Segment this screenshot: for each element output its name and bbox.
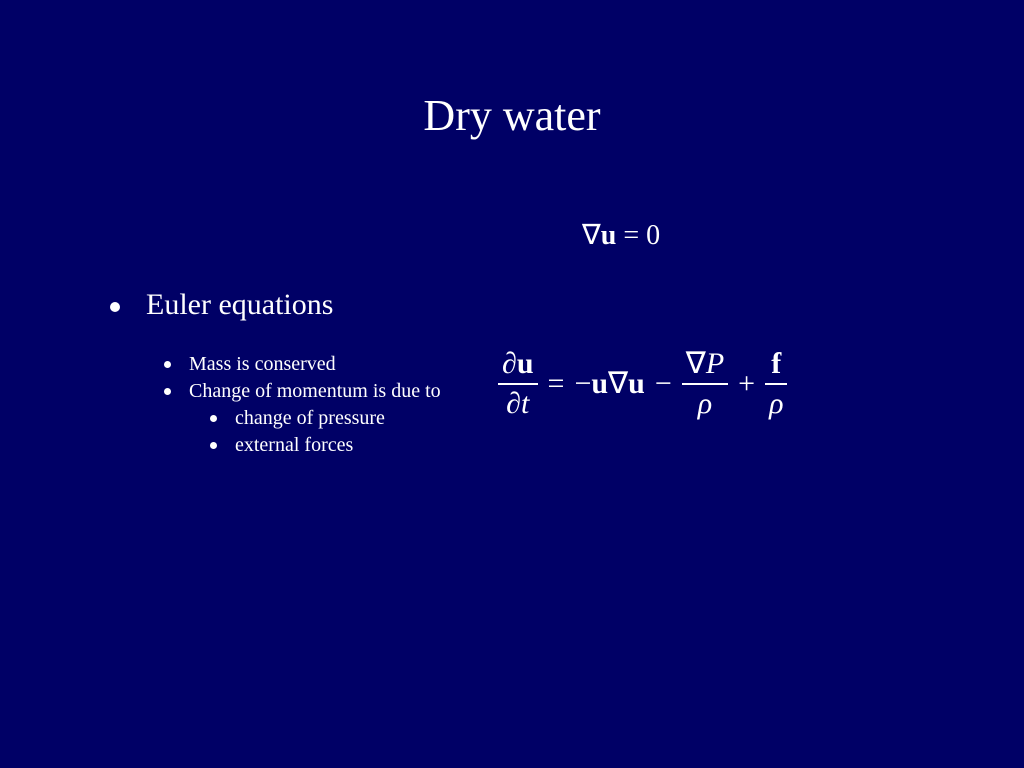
- bullet-dot-icon: [164, 388, 171, 395]
- fraction-bar-icon: [498, 383, 538, 385]
- fraction-bar-icon: [682, 383, 728, 385]
- equals-sign: =: [616, 220, 646, 251]
- fraction-bar-icon: [765, 383, 787, 385]
- numerator: f: [767, 348, 785, 380]
- bullet-level3-item: external forces: [210, 433, 474, 458]
- bullet-dot-icon: [110, 302, 120, 312]
- bullet-level2-item: Change of momentum is due to: [164, 379, 474, 404]
- denominator: ρ: [694, 388, 716, 420]
- denominator: ∂t: [502, 388, 533, 420]
- minus-sign: −: [574, 367, 591, 400]
- plus-sign: +: [738, 367, 755, 401]
- vector-u: u: [628, 367, 645, 400]
- minus-sign: −: [655, 367, 672, 401]
- bullet-level2-text: Mass is conserved: [189, 352, 336, 377]
- partial-symbol: ∂: [506, 387, 521, 420]
- bullet-dot-icon: [210, 415, 217, 422]
- equals-sign: =: [548, 367, 565, 401]
- bullet-level2-item: Mass is conserved: [164, 352, 474, 377]
- denominator: ρ: [765, 388, 787, 420]
- vector-u: u: [601, 220, 617, 251]
- numerator: ∂u: [498, 348, 538, 380]
- bullet-level1-text: Euler equations: [146, 288, 333, 322]
- zero: 0: [646, 220, 660, 251]
- vector-u: u: [517, 347, 534, 380]
- numerator: ∇P: [682, 348, 728, 380]
- bullet-level3-item: change of pressure: [210, 406, 474, 431]
- vector-u: u: [591, 367, 608, 400]
- nabla-symbol: ∇: [608, 367, 628, 400]
- fraction-gradp-rho: ∇P ρ: [682, 348, 728, 419]
- equation-divergence: ∇u = 0: [582, 218, 660, 252]
- nabla-symbol: ∇: [582, 220, 601, 251]
- equation-momentum: ∂u ∂t = −u∇u − ∇P ρ + f ρ: [498, 348, 787, 419]
- bullet-level2-text: Change of momentum is due to: [189, 379, 441, 404]
- fraction-f-rho: f ρ: [765, 348, 787, 419]
- slide-title: Dry water: [0, 90, 1024, 141]
- bullet-level3-text: change of pressure: [235, 406, 385, 431]
- nabla-symbol: ∇: [686, 347, 706, 380]
- bullet-level2-list: Mass is conserved Change of momentum is …: [164, 352, 474, 460]
- partial-symbol: ∂: [502, 347, 517, 380]
- bullet-dot-icon: [164, 361, 171, 368]
- bullet-level3-text: external forces: [235, 433, 353, 458]
- variable-p: P: [706, 347, 724, 380]
- bullet-dot-icon: [210, 442, 217, 449]
- bullet-level3-list: change of pressure external forces: [210, 406, 474, 458]
- fraction-du-dt: ∂u ∂t: [498, 348, 538, 419]
- variable-t: t: [521, 387, 529, 420]
- term-advection: −u∇u: [574, 366, 644, 401]
- bullet-level1-item: Euler equations: [110, 288, 333, 322]
